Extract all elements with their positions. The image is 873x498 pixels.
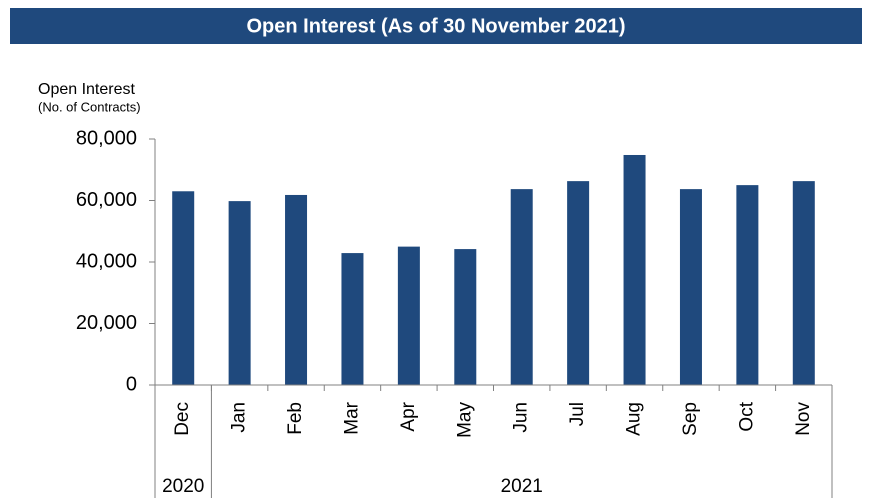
y-axis-sublabel: (No. of Contracts) (38, 99, 141, 114)
x-group-label: 2020 (162, 476, 204, 497)
bar (792, 181, 815, 385)
y-tick-label: 60,000 (76, 189, 137, 211)
bar (454, 249, 477, 385)
bar (567, 181, 590, 385)
y-axis-label: Open Interest (38, 81, 136, 98)
y-tick-label: 0 (126, 373, 137, 395)
bar (228, 201, 251, 385)
bar (341, 253, 364, 385)
x-group-label: 2021 (501, 476, 543, 497)
x-tick-label: May (454, 402, 475, 438)
y-tick-label: 20,000 (76, 312, 137, 334)
bar (623, 154, 646, 385)
x-tick-label: Jun (511, 402, 532, 433)
bar (172, 191, 195, 385)
y-tick-label: 40,000 (76, 250, 137, 272)
x-tick-label: Jan (229, 402, 250, 433)
x-tick-label: Feb (285, 402, 306, 435)
y-tick-label: 80,000 (76, 127, 137, 149)
bar (285, 194, 308, 385)
bar (397, 246, 420, 385)
x-tick-label: Dec (172, 402, 193, 436)
bar (679, 189, 702, 385)
x-tick-label: Jul (567, 402, 588, 426)
x-tick-label: Sep (680, 402, 701, 436)
x-tick-label: Nov (793, 402, 814, 436)
x-tick-label: Aug (624, 402, 645, 436)
x-tick-label: Oct (736, 401, 757, 431)
chart-title: Open Interest (As of 30 November 2021) (246, 15, 625, 37)
x-tick-label: Apr (398, 401, 419, 431)
bar (510, 189, 533, 385)
x-tick-label: Mar (341, 401, 362, 434)
bar (736, 185, 759, 385)
title-banner (10, 8, 862, 44)
